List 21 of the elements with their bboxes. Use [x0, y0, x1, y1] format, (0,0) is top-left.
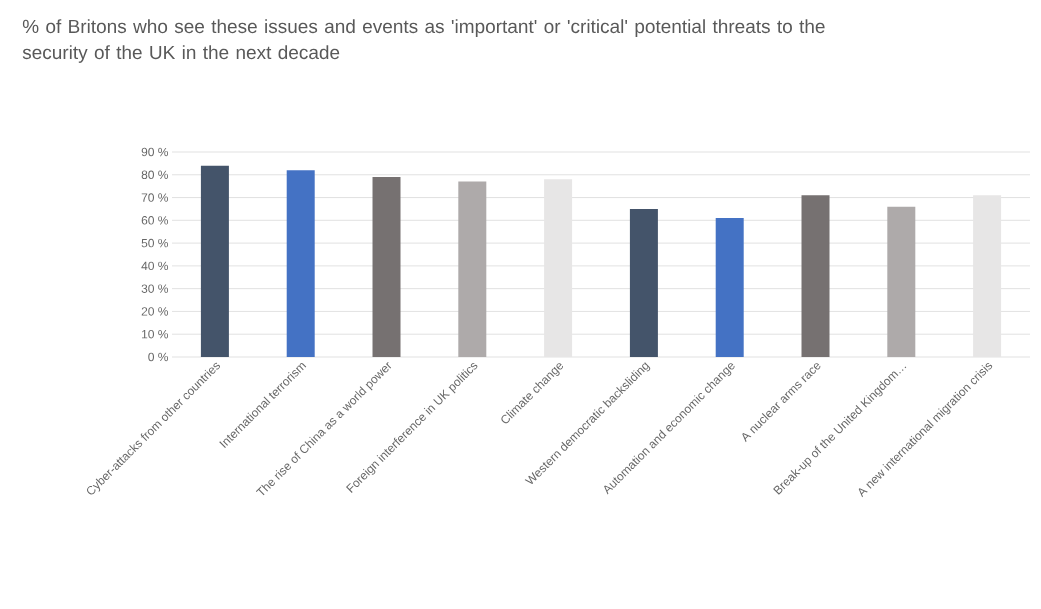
- bar: [544, 179, 573, 357]
- y-tick-label: 80 %: [141, 170, 169, 180]
- bar: [372, 177, 401, 357]
- y-tick-label: 30 %: [141, 284, 169, 293]
- bar: [629, 208, 658, 357]
- bar: [887, 206, 916, 357]
- y-tick-label: 0 %: [148, 352, 169, 362]
- y-tick-label: 90 %: [141, 147, 169, 157]
- bar: [973, 195, 1002, 357]
- bar: [200, 165, 229, 357]
- y-tick-label: 50 %: [141, 238, 169, 248]
- y-tick-label: 20 %: [141, 307, 169, 316]
- bar: [286, 170, 315, 357]
- y-tick-label: 10 %: [142, 329, 169, 339]
- chart-title: % of Britons who see these issues and events as 'important' or 'critical' potential threats to the security of the UK in the next decade: [22, 19, 825, 63]
- bar: [715, 218, 744, 357]
- bar: [801, 195, 830, 357]
- bar: [458, 181, 487, 357]
- y-tick-label: 60 %: [141, 216, 169, 225]
- y-tick-label: 70 %: [141, 193, 169, 202]
- y-tick-label: 40 %: [141, 261, 169, 271]
